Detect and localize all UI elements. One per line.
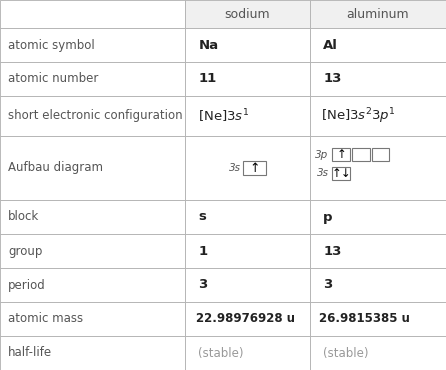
- Bar: [185, 336, 310, 370]
- Bar: [185, 96, 310, 136]
- Bar: [310, 336, 446, 370]
- Bar: [185, 268, 310, 302]
- Bar: [0, 234, 185, 268]
- Bar: [310, 268, 446, 302]
- Text: p: p: [323, 211, 333, 223]
- Bar: [185, 200, 310, 234]
- Bar: [185, 0, 310, 28]
- Bar: [332, 148, 350, 161]
- Bar: [0, 136, 185, 200]
- Text: 3p: 3p: [315, 150, 329, 160]
- Bar: [185, 62, 310, 96]
- Bar: [352, 148, 370, 161]
- Bar: [310, 234, 446, 268]
- Text: 11: 11: [198, 73, 217, 85]
- Text: atomic symbol: atomic symbol: [8, 38, 95, 51]
- Text: ↑: ↑: [336, 148, 346, 161]
- Bar: [310, 136, 446, 200]
- Bar: [243, 161, 266, 175]
- Bar: [310, 302, 446, 336]
- Bar: [332, 166, 350, 180]
- Text: Aufbau diagram: Aufbau diagram: [8, 161, 103, 175]
- Text: atomic mass: atomic mass: [8, 313, 83, 326]
- Bar: [310, 28, 446, 62]
- Bar: [0, 96, 185, 136]
- Bar: [185, 28, 310, 62]
- Bar: [0, 336, 185, 370]
- Bar: [310, 200, 446, 234]
- Text: 22.98976928 u: 22.98976928 u: [196, 313, 295, 326]
- Text: half-life: half-life: [8, 346, 52, 360]
- Text: 26.9815385 u: 26.9815385 u: [319, 313, 410, 326]
- Text: 13: 13: [323, 245, 342, 258]
- Text: [Ne]3$s^1$: [Ne]3$s^1$: [198, 107, 249, 125]
- Bar: [0, 268, 185, 302]
- Bar: [0, 0, 185, 28]
- Text: ↑: ↑: [249, 161, 260, 175]
- Text: (stable): (stable): [198, 346, 244, 360]
- Bar: [310, 96, 446, 136]
- Text: 3s: 3s: [229, 163, 241, 173]
- Text: block: block: [8, 211, 39, 223]
- Bar: [310, 0, 446, 28]
- Bar: [0, 62, 185, 96]
- Bar: [185, 302, 310, 336]
- Text: Na: Na: [198, 38, 219, 51]
- Text: 1: 1: [198, 245, 207, 258]
- Bar: [185, 234, 310, 268]
- Text: atomic number: atomic number: [8, 73, 99, 85]
- Bar: [0, 200, 185, 234]
- Text: (stable): (stable): [323, 346, 369, 360]
- Text: 3: 3: [323, 279, 333, 292]
- Bar: [310, 62, 446, 96]
- Text: 3s: 3s: [317, 168, 329, 178]
- Text: sodium: sodium: [225, 7, 270, 20]
- Text: ↑↓: ↑↓: [331, 166, 351, 180]
- Bar: [0, 302, 185, 336]
- Text: group: group: [8, 245, 42, 258]
- Text: s: s: [198, 211, 206, 223]
- Text: aluminum: aluminum: [347, 7, 409, 20]
- Bar: [372, 148, 389, 161]
- Text: period: period: [8, 279, 46, 292]
- Text: short electronic configuration: short electronic configuration: [8, 110, 183, 122]
- Bar: [185, 136, 310, 200]
- Text: 3: 3: [198, 279, 208, 292]
- Bar: [0, 28, 185, 62]
- Text: Al: Al: [323, 38, 338, 51]
- Text: 13: 13: [323, 73, 342, 85]
- Text: [Ne]3$s^2$3$p^1$: [Ne]3$s^2$3$p^1$: [321, 106, 396, 126]
